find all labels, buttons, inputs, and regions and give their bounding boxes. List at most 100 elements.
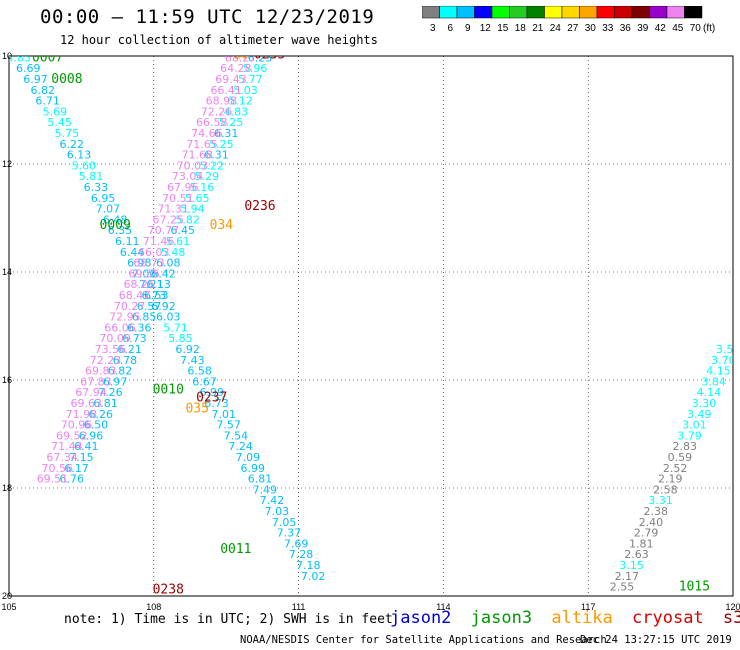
swh-value: 6.42 [151, 267, 176, 280]
legend-cryosat: cryosat [632, 608, 704, 628]
color-scale-legend: 3 6 9 12 15 18 21 24 27 30 33 36 39 42 45 70 (ft) [422, 6, 715, 34]
swh-value: 6.97 [103, 375, 128, 388]
swh-value: 6.31 [204, 149, 229, 162]
x-tick-label: 114 [436, 602, 450, 612]
swh-value: 72.95 [109, 311, 141, 324]
swh-value: 7.69 [284, 537, 309, 550]
colorbar-label: 30 [585, 23, 597, 34]
swh-value: 6.71 [35, 95, 60, 108]
swh-value: 5.69 [43, 105, 68, 118]
colorbar-unit: (ft) [703, 23, 715, 34]
swh-value: 6.99 [199, 386, 224, 399]
swh-value: 6.53 [144, 289, 169, 302]
swh-value: 3.15 [619, 559, 644, 572]
swh-value: 2.19 [658, 473, 683, 486]
colorbar-label: 18 [515, 23, 527, 34]
swh-value: 5.82 [175, 213, 200, 226]
swh-value: 5.75 [55, 127, 80, 140]
colorbar-label: 39 [637, 23, 649, 34]
pass-time-label: 0008 [51, 72, 82, 87]
swh-value: 6.57 [137, 300, 162, 313]
swh-value: 6.73 [122, 332, 147, 345]
swh-value: 6.31 [214, 127, 239, 140]
swh-value: 66.03 [138, 246, 170, 259]
swh-value: 6.81 [93, 397, 118, 410]
swh-value: 6.21 [117, 343, 142, 356]
colorbar-label: 12 [480, 23, 492, 34]
swh-value: 6.26 [88, 408, 113, 421]
colorbar-label: 70 [690, 23, 702, 34]
swh-value: 6.36 [127, 321, 152, 334]
swh-value: 5.85 [6, 51, 31, 64]
swh-value: 67.94 [75, 386, 107, 399]
swh-value: 6.81 [248, 473, 273, 486]
y-tick-label: 12 [2, 159, 12, 169]
legend-jason3: jason3 [470, 608, 533, 628]
colorbar-label: 27 [567, 23, 579, 34]
colorbar-label: 3 [430, 23, 436, 34]
swh-value: 5.25 [209, 138, 234, 151]
pass-time-label: 0010 [153, 383, 184, 398]
swh-value: 5.22 [199, 159, 224, 172]
swh-value: 68.27 [225, 51, 257, 64]
swh-value: 5.48 [161, 246, 186, 259]
swh-value: 6.23 [248, 51, 273, 64]
swh-value: 2.40 [639, 516, 664, 529]
pass-time-label: 034 [210, 218, 234, 233]
swh-value: 69.43 [215, 73, 247, 86]
colorbar-label: 21 [532, 23, 544, 34]
swh-value: 7.01 [212, 408, 237, 421]
swh-value: 2.79 [634, 527, 659, 540]
wave-height-plot: 105 108 111 114 117 1201012141618205.856.696.… [1, 51, 740, 612]
colorbar-label: 45 [672, 23, 684, 34]
swh-value: 5.77 [238, 73, 263, 86]
swh-value: 67.83 [80, 375, 112, 388]
x-tick-label: 111 [292, 602, 306, 612]
swh-value: 6.82 [108, 365, 133, 378]
swh-value: 4.83 [224, 105, 249, 118]
swh-value: 5.60 [72, 159, 97, 172]
legend-jason2: jason2 [390, 608, 452, 628]
swh-value: 5.71 [163, 321, 188, 334]
legend-altika: altika [551, 608, 613, 628]
swh-value: 3.70 [711, 354, 736, 367]
swh-value: 7.02 [301, 570, 326, 583]
swh-value: 67.34 [46, 451, 78, 464]
swh-value: 3.01 [682, 419, 707, 432]
swh-value: 6.67 [192, 375, 217, 388]
swh-value: 66.41 [210, 84, 242, 97]
swh-value: 1.81 [629, 537, 654, 550]
swh-value: 6.99 [240, 462, 265, 475]
swh-value: 68.47 [119, 289, 151, 302]
chart-title: 00:00 – 11:59 UTC 12/23/2019 [40, 6, 375, 28]
swh-value: 5.03 [233, 84, 258, 97]
swh-value: 6.08 [156, 257, 181, 270]
swh-value: 5.25 [219, 116, 244, 129]
swh-value: 6.50 [84, 419, 109, 432]
pass-time-label: 1015 [679, 580, 710, 595]
swh-value: 67.25 [153, 213, 185, 226]
swh-value: 6.13 [67, 149, 92, 162]
swh-value: 66.06 [104, 321, 136, 334]
y-tick-label: 18 [2, 483, 12, 493]
swh-value: 71.44 [51, 440, 83, 453]
swh-value: 69.52 [56, 429, 88, 442]
swh-value: 2.55 [610, 581, 635, 594]
swh-value: 69.63 [70, 397, 102, 410]
plot-frame [8, 55, 734, 597]
swh-value: 71.65 [186, 138, 218, 151]
y-tick-label: 20 [2, 591, 12, 601]
credit-line: NOAA/NESDIS Center for Satellite Applica… [240, 634, 607, 646]
swh-value: 5.29 [195, 170, 220, 183]
swh-value: 7.54 [224, 429, 249, 442]
swh-value: 7.24 [228, 440, 253, 453]
x-tick-label: 120 [725, 602, 740, 612]
swh-value: 7.43 [180, 354, 205, 367]
swh-value: 6.45 [171, 224, 196, 237]
swh-value: 68.98 [206, 95, 238, 108]
swh-value: 6.92 [151, 300, 176, 313]
swh-value: 4.15 [706, 365, 731, 378]
swh-value: 73.04 [172, 170, 204, 183]
swh-value: 70.96 [61, 419, 93, 432]
data-points: 5.856.696.976.826.715.695.455.756.226.13… [6, 51, 736, 596]
